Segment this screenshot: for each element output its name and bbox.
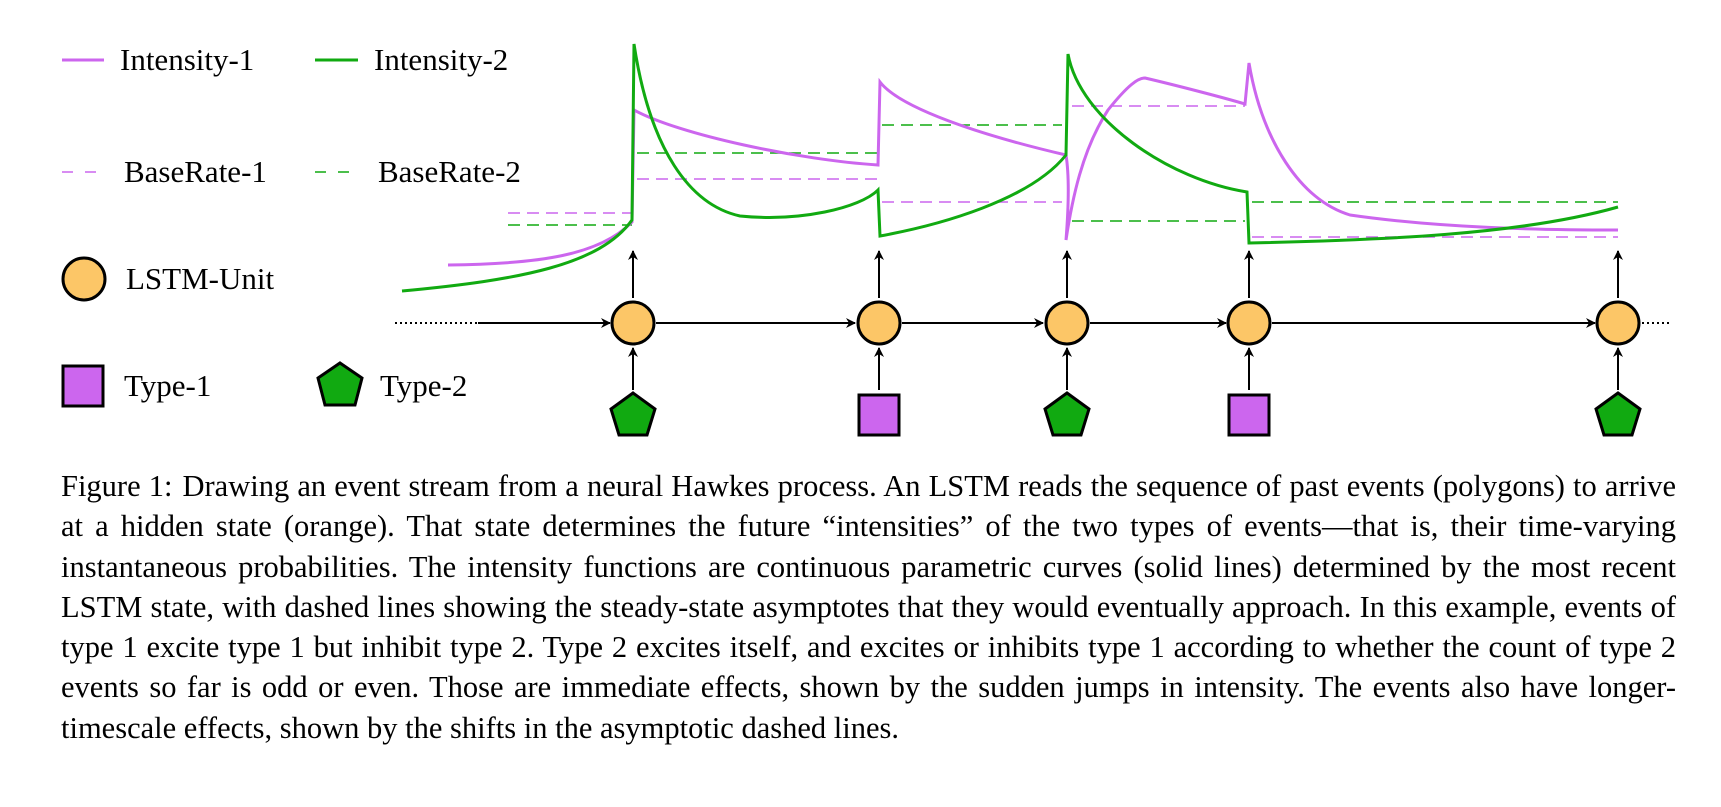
baserate-2-lines — [508, 124, 1618, 226]
intensity-2-curve — [401, 43, 1619, 293]
legend-type-1-square-icon — [61, 364, 105, 408]
lstm-unit-3 — [1044, 300, 1090, 346]
event-2-type-1-square — [857, 393, 901, 437]
legend-type-2-label: Type-2 — [380, 368, 467, 403]
caption-text: Drawing an event stream from a neural Ha… — [61, 469, 1677, 745]
figure-caption: Figure 1: Drawing an event stream from a … — [61, 466, 1676, 748]
vertical-arrows — [628, 250, 1623, 390]
event-1-type-2-pentagon — [609, 391, 657, 437]
legend-lstm-unit-label: LSTM-Unit — [126, 261, 275, 296]
event-4-type-1-square — [1227, 393, 1271, 437]
legend-intensity-2-label: Intensity-2 — [374, 42, 508, 77]
event-5-type-2-pentagon — [1594, 391, 1642, 437]
event-markers — [609, 391, 1642, 437]
legend: Intensity-1 Intensity-2 BaseRate-1 BaseR… — [61, 42, 521, 408]
legend-baserate-2-label: BaseRate-2 — [378, 154, 521, 189]
lstm-unit-1 — [610, 300, 656, 346]
event-3-type-2-pentagon — [1043, 391, 1091, 437]
legend-type-1-label: Type-1 — [124, 368, 211, 403]
lstm-unit-4 — [1226, 300, 1272, 346]
hawkes-process-figure: Intensity-1 Intensity-2 BaseRate-1 BaseR… — [61, 42, 1672, 437]
baserate-1-lines — [508, 105, 1618, 238]
legend-type-2-pentagon-icon — [316, 361, 364, 407]
legend-intensity-1-label: Intensity-1 — [120, 42, 254, 77]
lstm-unit-5 — [1595, 300, 1641, 346]
legend-baserate-1-label: BaseRate-1 — [124, 154, 267, 189]
intensity-1-curve — [447, 62, 1619, 267]
lstm-units — [610, 300, 1641, 346]
figure-label: Figure 1: — [61, 469, 173, 503]
legend-lstm-unit-icon — [61, 256, 107, 302]
lstm-unit-2 — [856, 300, 902, 346]
